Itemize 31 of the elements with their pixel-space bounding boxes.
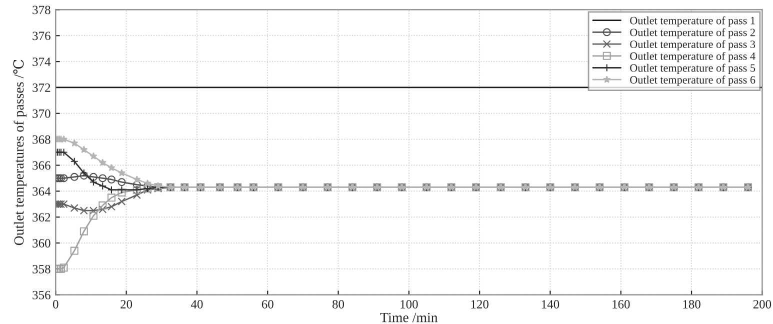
y-tick-label: 366 [32,161,50,170]
x-tick-label: 60 [262,300,274,308]
y-tick-label: 356 [32,290,50,300]
y-tick-label: 370 [32,109,50,118]
x-axis-title: Time /min [380,312,438,322]
legend-label: Outlet temperature of pass 1 [630,16,755,27]
y-tick-label: 372 [32,84,50,92]
legend-label: Outlet temperature of pass 4 [630,52,756,62]
y-tick-label: 364 [32,187,51,196]
y-tick-label: 378 [32,6,50,14]
x-tick-label: 0 [53,300,58,308]
y-tick-label: 368 [32,135,50,144]
y-tick-label: 358 [32,264,50,274]
x-tick-label: 100 [400,300,418,308]
x-tick-label: 200 [753,300,772,308]
y-tick-label: 362 [32,213,50,222]
x-tick-label: 80 [332,300,344,308]
legend-label: Outlet temperature of pass 5 [630,64,756,74]
x-tick-label: 180 [683,300,700,308]
x-tick-label: 120 [471,300,488,308]
legend-label: Outlet temperature of pass 3 [630,40,756,50]
y-tick-label: 376 [32,32,50,40]
x-tick-label: 160 [612,300,630,308]
x-tick-label: 20 [120,300,132,308]
legend-label: Outlet temperature of pass 2 [630,28,755,38]
x-tick-label: 40 [190,300,203,308]
y-tick-label: 360 [32,239,50,248]
y-tick-label: 374 [32,58,51,66]
y-axis-title: Outlet temperatures of passes /℃ [13,60,26,246]
x-tick-label: 140 [542,300,560,308]
legend-label: Outlet temperature of pass 6 [630,76,756,86]
